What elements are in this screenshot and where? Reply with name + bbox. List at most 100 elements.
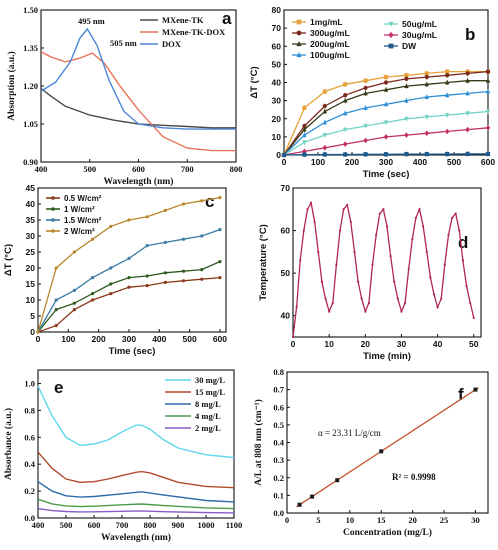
x-axis-label: Concentration (mg/L): [343, 527, 432, 538]
data-point: [379, 449, 384, 454]
series-line: [40, 51, 236, 152]
panel-letter: f: [458, 385, 464, 404]
y-axis-label: Absorbance (a.u.): [3, 408, 14, 480]
x-tick-label: 600: [132, 164, 145, 174]
data-marker: [218, 228, 222, 232]
y-tick-label: 20: [272, 114, 282, 124]
legend-label: 2 mg/L: [195, 423, 221, 433]
data-marker: [163, 271, 167, 275]
data-point: [465, 284, 468, 288]
y-tick-label: 15: [26, 279, 36, 289]
y-axis-label: Temperature (°C): [258, 224, 269, 300]
data-point: [400, 310, 403, 313]
legend-label: 30 mg/L: [195, 375, 225, 385]
data-marker: [72, 308, 76, 312]
x-tick-label: 100: [311, 157, 325, 167]
data-point: [403, 301, 407, 305]
data-point: [328, 310, 331, 313]
data-marker: [72, 250, 76, 254]
x-tick-label: 25: [440, 515, 449, 525]
plot-frame: [37, 187, 227, 333]
data-marker: [145, 274, 149, 278]
data-point: [458, 229, 461, 232]
y-tick-label: 50: [272, 59, 282, 69]
data-marker: [296, 41, 302, 47]
data-point: [472, 316, 475, 319]
data-point: [364, 310, 367, 313]
data-point: [335, 478, 340, 483]
x-axis-label: Wavelength (nm): [101, 532, 171, 543]
y-tick-label: 1.20: [23, 81, 38, 91]
fit-line: [296, 387, 479, 508]
annotation-peak-505: 505 nm: [110, 38, 137, 48]
data-point: [461, 259, 465, 262]
data-marker: [388, 21, 394, 27]
data-marker: [109, 292, 113, 296]
data-marker: [54, 266, 58, 270]
series-line: [40, 87, 236, 129]
x-tick-label: 15: [377, 515, 386, 525]
data-marker: [72, 288, 76, 292]
y-tick-label: 0.2: [24, 486, 35, 496]
x-tick-label: 800: [144, 520, 157, 530]
y-tick-label: 80: [272, 5, 282, 15]
y-tick-label: 0.4: [273, 438, 284, 448]
y-tick-label: 0.0: [273, 508, 284, 518]
data-point: [349, 220, 352, 224]
data-marker: [54, 324, 58, 328]
x-tick-label: 200: [92, 334, 106, 344]
legend-label: 15 mg/L: [195, 387, 225, 397]
legend-label: 300ug/mL: [310, 28, 350, 38]
data-point: [346, 203, 349, 207]
y-tick-label: 0.8: [273, 367, 284, 377]
data-marker: [281, 152, 287, 158]
y-tick-label: 0.8: [24, 405, 35, 415]
series-line: [37, 228, 221, 333]
y-tick-label: 0.1: [273, 490, 284, 500]
data-point: [320, 280, 324, 283]
panel-letter: b: [465, 25, 475, 44]
y-tick-label: 1.35: [23, 43, 38, 53]
data-point: [375, 233, 378, 236]
y-axis-label: ΔT (°C): [249, 66, 260, 98]
data-marker: [200, 268, 204, 272]
data-point: [378, 212, 381, 215]
data-marker: [388, 31, 394, 39]
data-point: [443, 263, 446, 266]
annotation-peak-495: 495 nm: [78, 16, 105, 26]
x-tick-label: 500: [83, 164, 96, 174]
y-tick-label: 0.90: [23, 157, 38, 167]
legend-label: DW: [402, 41, 417, 51]
y-tick-label: 60: [281, 226, 291, 236]
chart-panel-e: 400 500 600 700 800 900 1000 1100 0.0 0.2 0.4 0.6 0.…: [3, 369, 242, 543]
x-axis-label: Time (min): [363, 351, 411, 362]
y-tick-label: 45: [26, 183, 36, 193]
data-marker: [388, 43, 394, 49]
data-point: [309, 201, 313, 204]
data-marker: [200, 277, 204, 281]
data-marker: [90, 298, 95, 302]
series-line: [292, 201, 475, 338]
data-marker: [127, 256, 131, 260]
chart-panel-d: 0 10 20 30 40 50 40 50 60 70 Time (min) Temperature…: [258, 183, 482, 362]
data-marker: [181, 202, 186, 206]
x-tick-label: 400: [413, 157, 427, 167]
panel-letter: c: [205, 192, 214, 211]
y-tick-label: 10: [26, 295, 36, 305]
y-tick-label: 0.6: [273, 402, 284, 412]
legend-label: 50ug/mL: [402, 19, 437, 29]
annotation-alpha: α = 23.31 L/g/cm: [318, 428, 381, 438]
x-axis-label: Time (sec): [109, 346, 156, 357]
y-tick-label: 0: [30, 327, 35, 337]
y-tick-label: 40: [272, 78, 282, 88]
data-point: [422, 225, 425, 228]
data-point: [411, 237, 414, 241]
data-point: [367, 301, 371, 305]
data-marker: [127, 276, 131, 280]
x-tick-label: 600: [213, 334, 227, 344]
series-line: [37, 481, 235, 503]
panel-letter: a: [222, 9, 232, 28]
y-tick-label: 10: [272, 132, 282, 142]
y-tick-label: 1.05: [23, 119, 38, 129]
